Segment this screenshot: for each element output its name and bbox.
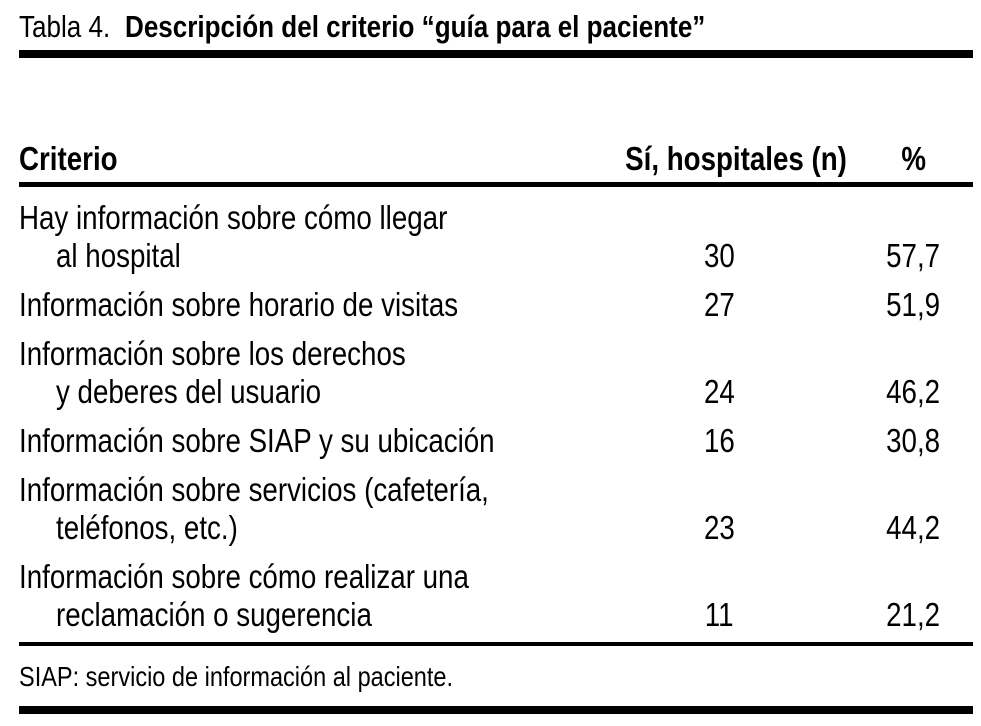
criterio-line2: al hospital [56, 237, 181, 274]
top-rule [19, 50, 973, 58]
table-row: Información sobre cómo realizar una recl… [19, 558, 973, 634]
header-cell-pct: % [834, 140, 973, 178]
pct-cell: 44,2 [886, 509, 941, 546]
header-label-criterio: Criterio [19, 140, 118, 177]
pct-cell: 51,9 [886, 286, 941, 323]
table-row: Información sobre SIAP y su ubicación 16… [19, 422, 973, 460]
table-footnote: SIAP: servicio de información al pacient… [19, 660, 973, 694]
header-label-n: Sí, hospitales (n) [625, 140, 847, 177]
table-caption: Tabla 4. Descripción del criterio “guía … [19, 9, 973, 45]
n-cell: 16 [703, 422, 735, 459]
criterio-cell: Información sobre SIAP y su ubicación [19, 422, 604, 460]
n-cell: 27 [703, 286, 735, 323]
criterio-line1: Hay información sobre cómo llegar [19, 199, 448, 236]
n-cell: 23 [703, 509, 735, 546]
pct-cell: 46,2 [886, 373, 941, 410]
footnote-text: SIAP: servicio de información al pacient… [19, 661, 454, 692]
table-row: Información sobre servicios (cafetería, … [19, 471, 973, 547]
pct-cell: 57,7 [886, 237, 941, 274]
table-row: Información sobre horario de visitas 27 … [19, 286, 973, 324]
table-number-label: Tabla 4. [19, 9, 111, 44]
criterio-line1: Información sobre servicios (cafetería, [19, 471, 489, 508]
header-cell-n: Sí, hospitales (n) [604, 140, 847, 178]
table-title: Descripción del criterio “guía para el p… [125, 9, 706, 44]
header-cell-criterio: Criterio [19, 140, 604, 178]
criterio-cell: Información sobre horario de visitas [19, 286, 604, 324]
criterio-line1: Información sobre horario de visitas [19, 286, 459, 323]
table-row: Hay información sobre cómo llegar al hos… [19, 199, 973, 275]
table-header-row: Criterio Sí, hospitales (n) % [19, 140, 973, 178]
criterio-cell: Información sobre servicios (cafetería, … [19, 471, 604, 547]
criterio-line1: Información sobre los derechos [19, 335, 406, 372]
n-cell: 11 [704, 596, 734, 633]
footnote-rule [19, 642, 973, 646]
table-row: Información sobre los derechos y deberes… [19, 335, 973, 411]
header-rule [19, 182, 973, 187]
header-label-pct: % [901, 140, 926, 177]
criterio-cell: Hay información sobre cómo llegar al hos… [19, 199, 604, 275]
criterio-line2: y deberes del usuario [56, 373, 322, 410]
criterio-line1: Información sobre SIAP y su ubicación [19, 422, 495, 459]
table-body: Hay información sobre cómo llegar al hos… [19, 187, 973, 634]
n-cell: 24 [703, 373, 735, 410]
n-cell: 30 [703, 237, 735, 274]
bottom-rule [19, 706, 973, 714]
pct-cell: 30,8 [886, 422, 941, 459]
pct-cell: 21,2 [886, 596, 941, 633]
criterio-cell: Información sobre cómo realizar una recl… [19, 558, 604, 634]
criterio-line1: Información sobre cómo realizar una [19, 558, 469, 595]
criterio-cell: Información sobre los derechos y deberes… [19, 335, 604, 411]
criterio-line2: teléfonos, etc.) [56, 509, 238, 546]
criterio-line2: reclamación o sugerencia [56, 596, 372, 633]
